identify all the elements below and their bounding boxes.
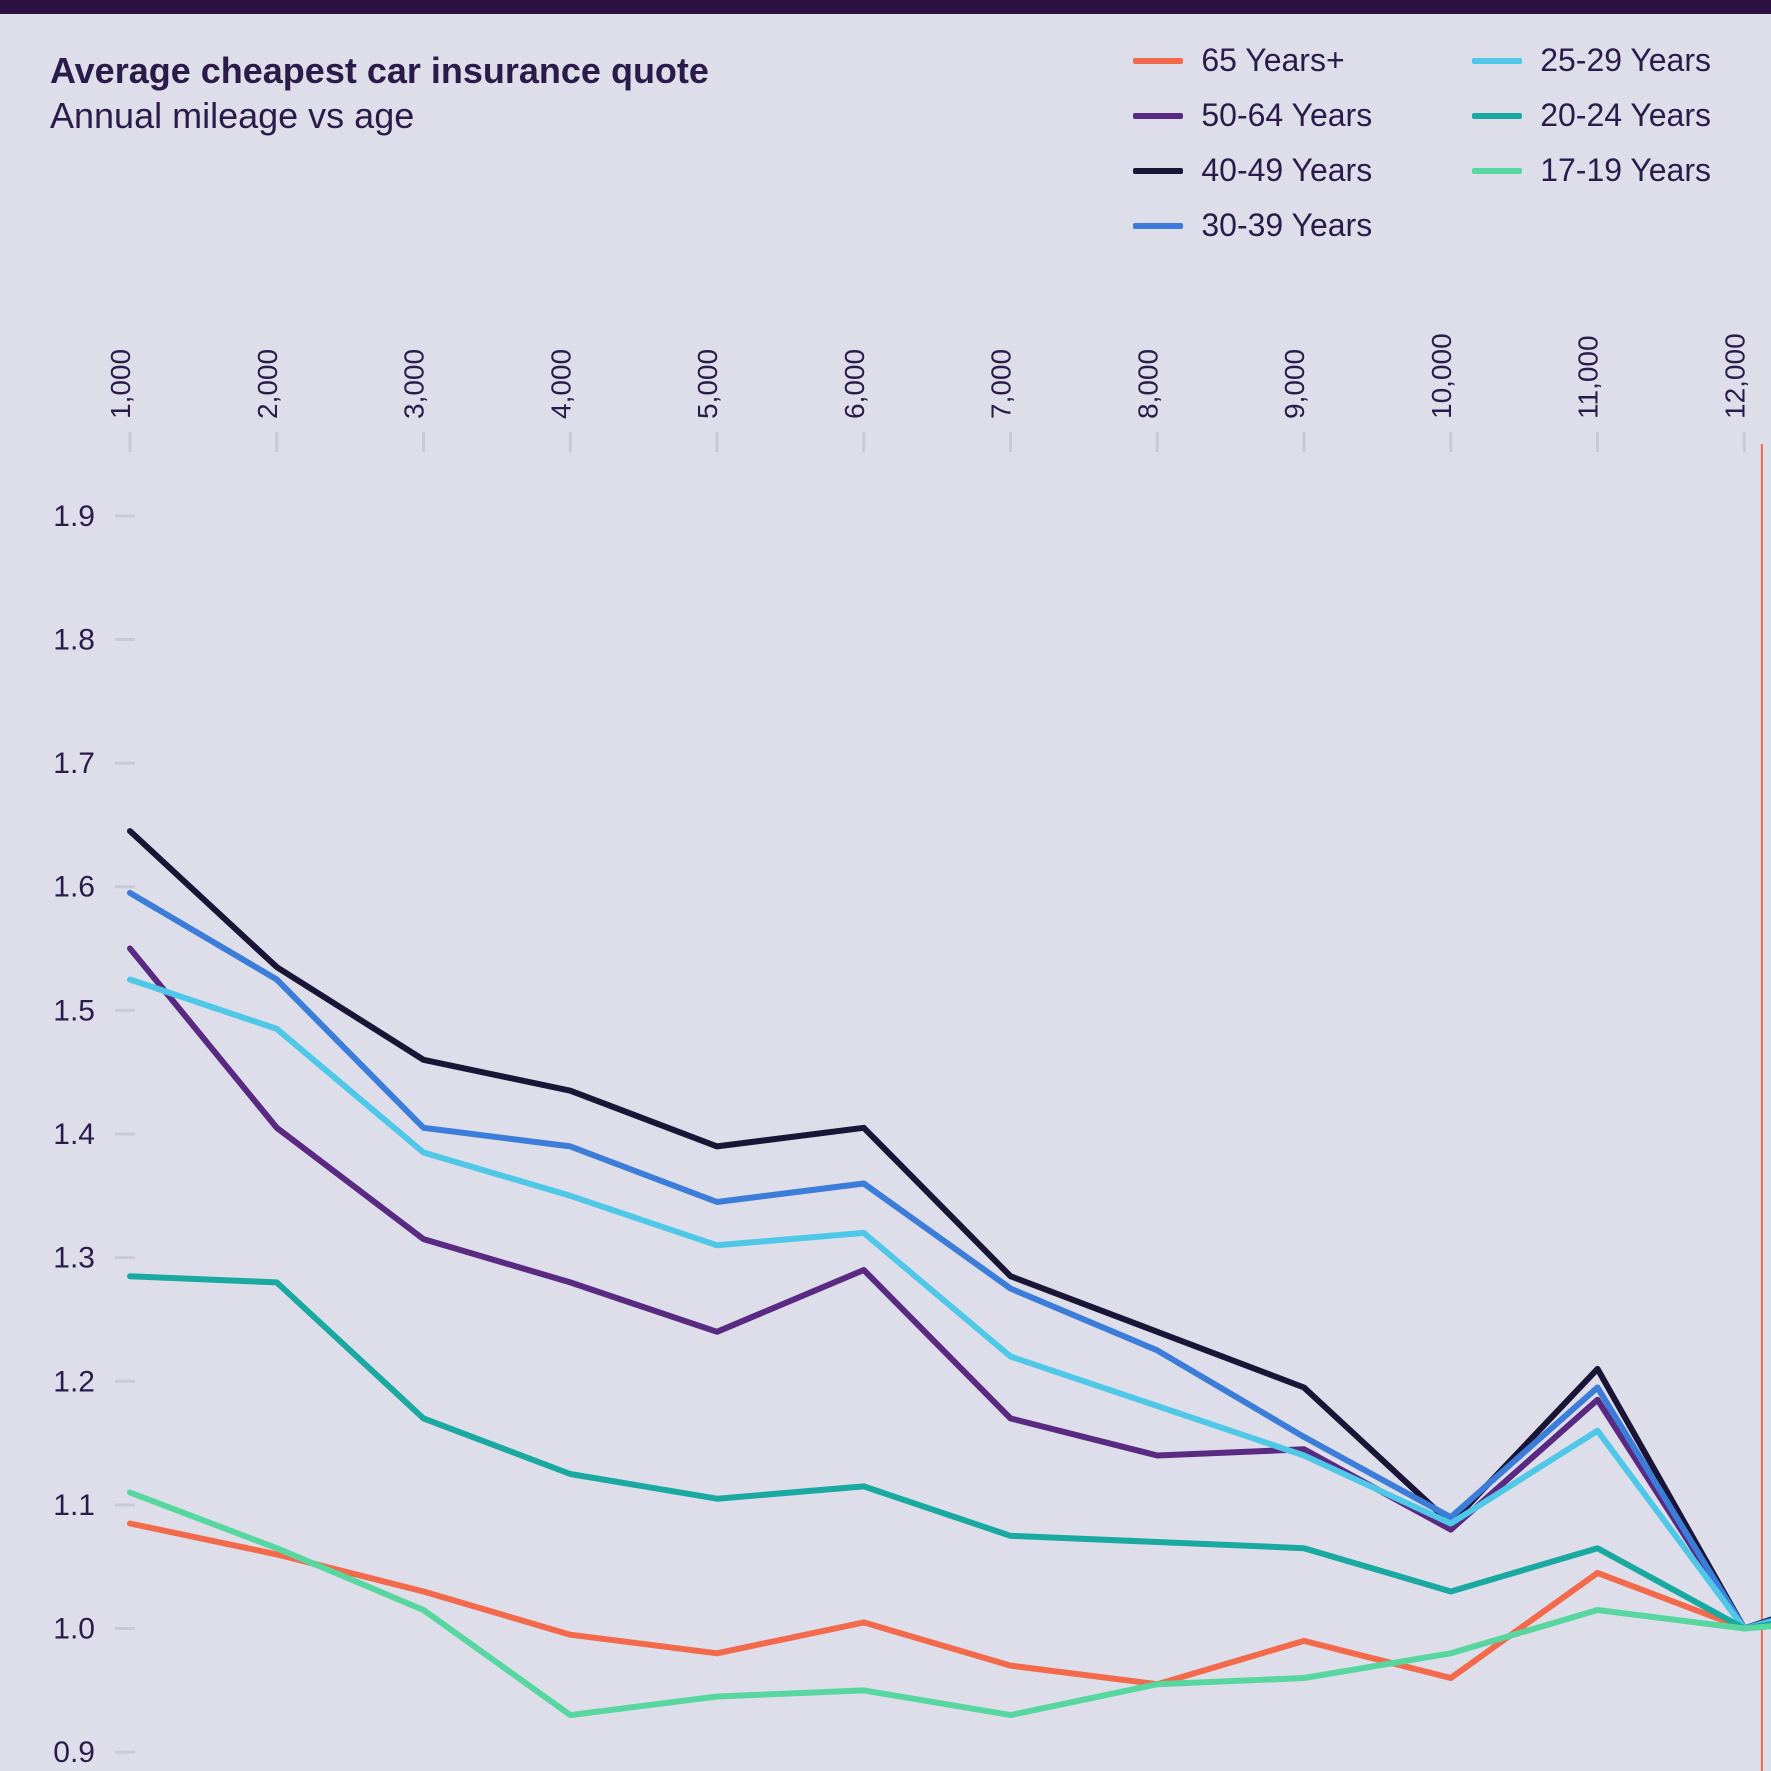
y-tick-label: 1.1 bbox=[53, 1489, 95, 1522]
x-tick-label: 3,000 bbox=[399, 349, 430, 419]
legend-item: 40-49 Years bbox=[1133, 152, 1372, 189]
series-line bbox=[130, 831, 1771, 1628]
legend-swatch bbox=[1472, 113, 1522, 119]
y-tick-label: 1.6 bbox=[53, 871, 95, 904]
x-tick-label: 8,000 bbox=[1132, 349, 1163, 419]
y-tick-label: 0.9 bbox=[53, 1736, 95, 1769]
legend-label: 17-19 Years bbox=[1540, 152, 1711, 189]
legend-label: 40-49 Years bbox=[1201, 152, 1372, 189]
legend: 65 Years+ 25-29 Years 50-64 Years 20-24 Yea… bbox=[1133, 42, 1711, 244]
legend-label: 25-29 Years bbox=[1540, 42, 1711, 79]
x-tick-label: 11,000 bbox=[1573, 335, 1604, 419]
chart-area: 0.9 1.0 1.1 1.2 1.3 1.4 1.5 1.6 1.7 1.8 1.9 1,000 2,… bbox=[0, 274, 1771, 1771]
title-block: Average cheapest car insurance quote Ann… bbox=[50, 42, 709, 138]
x-tick-label: 1,000 bbox=[105, 349, 136, 419]
chart-title: Average cheapest car insurance quote bbox=[50, 48, 709, 93]
y-tick-label: 1.8 bbox=[53, 623, 95, 656]
chart-header: Average cheapest car insurance quote Ann… bbox=[0, 14, 1771, 244]
line-chart: 0.9 1.0 1.1 1.2 1.3 1.4 1.5 1.6 1.7 1.8 1.9 1,000 2,… bbox=[0, 274, 1771, 1771]
legend-label: 30-39 Years bbox=[1201, 207, 1372, 244]
x-tick-label: 2,000 bbox=[252, 349, 283, 419]
legend-label: 20-24 Years bbox=[1540, 97, 1711, 134]
legend-item: 30-39 Years bbox=[1133, 207, 1372, 244]
legend-swatch bbox=[1472, 58, 1522, 64]
legend-swatch bbox=[1133, 168, 1183, 174]
y-tick-label: 1.9 bbox=[53, 500, 95, 533]
x-tick-label: 4,000 bbox=[545, 349, 576, 419]
x-tick-label: 12,000 bbox=[1719, 333, 1750, 419]
series-line bbox=[130, 949, 1771, 1629]
y-tick-label: 1.7 bbox=[53, 747, 95, 780]
x-tick-label: 6,000 bbox=[839, 349, 870, 419]
legend-item: 50-64 Years bbox=[1133, 97, 1372, 134]
legend-label: 65 Years+ bbox=[1201, 42, 1344, 79]
x-tick-label: 5,000 bbox=[692, 349, 723, 419]
legend-item: 20-24 Years bbox=[1472, 97, 1711, 134]
series-line bbox=[130, 1524, 1771, 1685]
y-tick-label: 1.2 bbox=[53, 1365, 95, 1398]
legend-item: 17-19 Years bbox=[1472, 152, 1711, 189]
y-tick-label: 1.4 bbox=[53, 1118, 95, 1151]
y-tick-label: 1.3 bbox=[53, 1242, 95, 1275]
y-tick-label: 1.0 bbox=[53, 1613, 95, 1646]
x-tick-label: 9,000 bbox=[1279, 349, 1310, 419]
legend-swatch bbox=[1133, 223, 1183, 229]
series-line bbox=[130, 1493, 1771, 1716]
legend-item: 25-29 Years bbox=[1472, 42, 1711, 79]
legend-item: 65 Years+ bbox=[1133, 42, 1372, 79]
x-tick-label: 10,000 bbox=[1426, 333, 1457, 419]
legend-swatch bbox=[1133, 113, 1183, 119]
legend-label: 50-64 Years bbox=[1201, 97, 1372, 134]
chart-subtitle: Annual mileage vs age bbox=[50, 93, 709, 138]
x-tick-label: 7,000 bbox=[986, 349, 1017, 419]
y-tick-label: 1.5 bbox=[53, 994, 95, 1027]
top-border-bar bbox=[0, 0, 1771, 14]
legend-swatch bbox=[1133, 58, 1183, 64]
legend-swatch bbox=[1472, 168, 1522, 174]
